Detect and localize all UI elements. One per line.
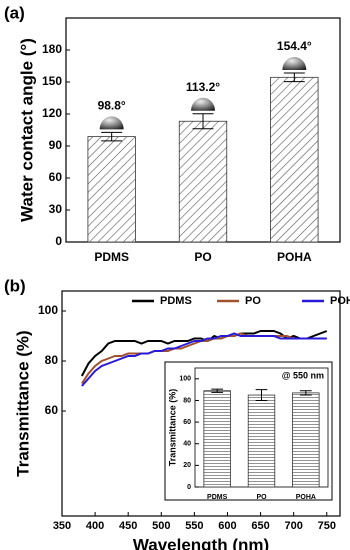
value-label: 98.8° [98,99,126,113]
x-tick-label: PO [256,494,267,501]
annotation: @ 550 nm [282,370,324,380]
x-tick-label: 700 [284,520,302,532]
x-tick-label: 400 [86,520,104,532]
x-axis-label: Wavelength (nm) [133,535,269,550]
y-tick-label: 120 [42,106,62,120]
droplet-icon [282,57,307,71]
y-tick-label: 60 [49,170,63,184]
x-tick-label: POHA [277,250,312,264]
error-bar [192,113,214,130]
error-bar [255,389,268,401]
series-line [81,332,327,385]
plot-frame [61,290,341,517]
legend-label: PO [245,295,261,307]
y-tick-label: 80 [183,397,191,404]
x-tick-label: 500 [152,520,170,532]
bar [247,394,276,488]
x-tick-label: 600 [218,520,236,532]
y-tick-label: 40 [183,441,191,448]
droplet-icon [191,97,216,111]
x-tick-label: 550 [185,520,203,532]
bar [87,136,136,243]
error-bar [299,390,312,396]
y-tick-label: 60 [183,419,191,426]
x-tick-label: PDMS [207,494,228,501]
bar [178,120,228,243]
y-axis-label: Transmittance (%) [167,389,177,467]
legend-label: PDMS [160,295,192,307]
y-tick-label: 100 [179,376,191,383]
y-tick-label: 150 [42,74,62,88]
value-label: 113.2° [186,80,220,94]
panel-label: (b) [4,276,26,295]
x-tick-label: 350 [53,520,71,532]
error-bar [211,388,224,393]
y-tick-label: 30 [49,202,63,216]
y-tick-label: 80 [45,353,59,367]
y-tick-label: 20 [183,462,191,469]
bar [292,392,320,488]
y-axis-label: Water contact angle (°) [17,38,36,222]
y-tick-label: 90 [49,138,63,152]
legend-label: POHA [330,295,350,307]
x-tick-label: 450 [119,520,137,532]
y-tick-label: 0 [187,484,191,491]
x-tick-label: POHA [296,494,316,501]
bar [270,76,319,243]
series-line [81,332,327,387]
y-axis-label: Transmittance (%) [13,330,32,476]
value-label: 154.4° [277,39,312,53]
y-tick-label: 60 [45,403,59,417]
x-tick-label: 650 [251,520,269,532]
y-tick-label: 100 [38,303,58,317]
error-bar [283,72,305,83]
y-tick-label: 0 [55,234,62,248]
error-bar [101,131,123,142]
x-tick-label: 750 [318,520,336,532]
y-tick-label: 180 [42,42,62,56]
panel-label: (a) [4,3,25,22]
bar [203,390,231,488]
droplet-icon [99,116,124,130]
x-tick-label: PDMS [94,250,129,264]
x-tick-label: PO [194,250,211,264]
